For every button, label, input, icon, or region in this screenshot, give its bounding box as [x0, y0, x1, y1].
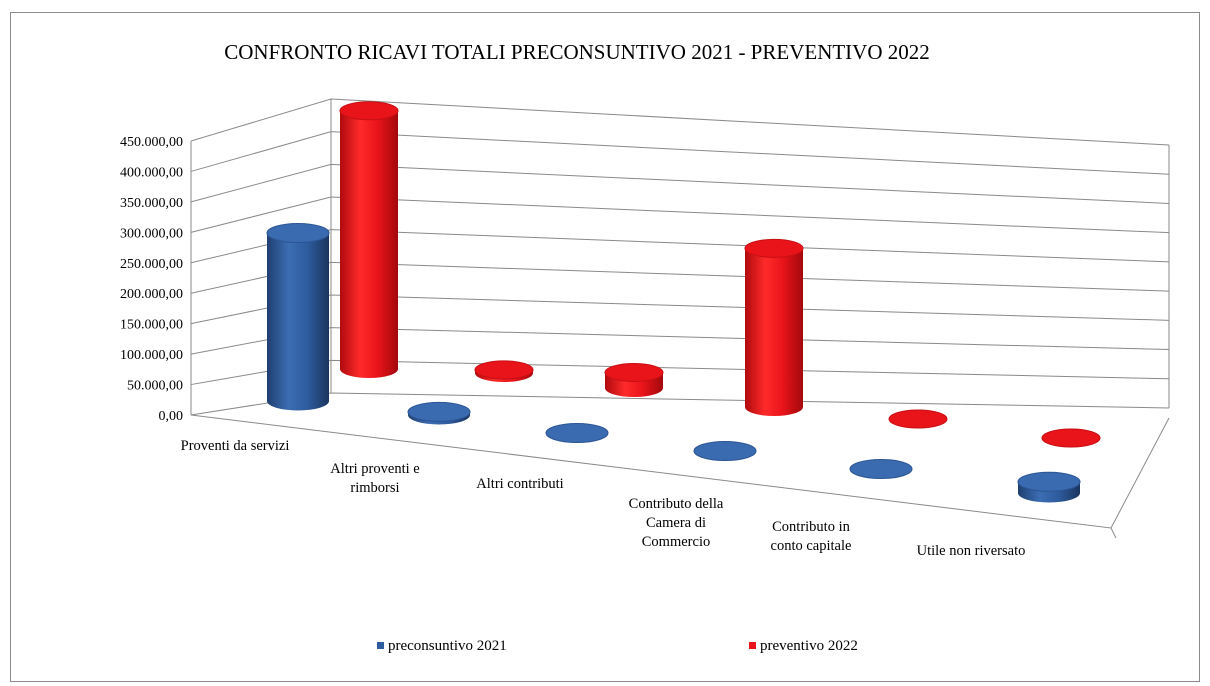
x-tick-label: Altri proventi e rimborsi: [330, 461, 419, 496]
gridline: [190, 294, 1170, 325]
bar-preventivo-2022-0: [339, 101, 399, 379]
bar-top: [604, 362, 664, 382]
y-tick-label: 300.000,00: [120, 226, 183, 241]
bar-top: [339, 101, 399, 121]
y-axis-ticks: 0,00 50.000,00 100.000,00 150.000,00 200.000…: [120, 135, 183, 424]
gridline: [190, 392, 1170, 416]
legend-label: preventivo 2022: [760, 638, 858, 654]
gridline: [190, 229, 1170, 264]
bar-preventivo-2022-4: [888, 409, 948, 429]
axes: [190, 99, 1170, 539]
bar-top: [266, 223, 330, 243]
y-tick-label: 400.000,00: [120, 165, 183, 180]
bar-body: [340, 110, 398, 379]
bar-disc: [693, 441, 757, 461]
bar-disc: [849, 459, 913, 479]
x-tick-label: Proventi da servizi: [181, 438, 290, 454]
bar-body: [745, 248, 803, 416]
bar-top: [1017, 471, 1081, 492]
y-tick-label: 250.000,00: [120, 257, 183, 272]
y-tick-label: 450.000,00: [120, 135, 183, 150]
y-tick-label: 50.000,00: [127, 379, 183, 394]
x-tick-label: Utile non riversato: [917, 543, 1026, 559]
x-axis-labels: Proventi da servizi Altri proventi e rimbo…: [181, 438, 1026, 559]
chart-title: CONFRONTO RICAVI TOTALI PRECONSUNTIVO 20…: [224, 40, 930, 64]
bar-preventivo-2022-1: [474, 360, 534, 382]
gridline: [190, 261, 1170, 294]
y-tick-label: 350.000,00: [120, 196, 183, 211]
gridline: [190, 327, 1170, 355]
bar-disc: [545, 423, 609, 443]
bar-preconsuntivo-2021-2: [545, 423, 609, 443]
y-tick-label: 150.000,00: [120, 318, 183, 333]
bars: [266, 101, 1101, 503]
bar-preventivo-2022-5: [1041, 428, 1101, 448]
y-tick-label: 0,00: [159, 409, 184, 424]
gridline: [190, 98, 1170, 146]
y-tick-label: 200.000,00: [120, 287, 183, 302]
gridline: [190, 196, 1170, 234]
x-tick-label: Altri contributi: [476, 476, 563, 492]
gridlines: [190, 98, 1170, 416]
bar-preconsuntivo-2021-0: [266, 223, 330, 411]
bar-top: [407, 401, 471, 422]
bar-disc: [1041, 428, 1101, 448]
bar-disc: [888, 409, 948, 429]
legend-swatch: [377, 642, 384, 649]
bar-preventivo-2022-2: [604, 362, 664, 397]
chart-frame: CONFRONTO RICAVI TOTALI PRECONSUNTIVO 20…: [10, 12, 1200, 682]
y-tick-label: 100.000,00: [120, 348, 183, 363]
bar-top: [474, 360, 534, 380]
bar-preventivo-2022-3: [744, 238, 804, 416]
gridline: [190, 131, 1170, 175]
x-tick-label: Contributo della Camera di Commercio: [629, 496, 724, 550]
legend-label: preconsuntivo 2021: [388, 638, 507, 654]
legend-swatch: [749, 642, 756, 649]
legend: preconsuntivo 2021 preventivo 2022: [377, 638, 858, 654]
bar-preconsuntivo-2021-1: [407, 401, 471, 425]
bar-preconsuntivo-2021-3: [693, 441, 757, 461]
bar-body: [267, 233, 329, 411]
bar-preconsuntivo-2021-5: [1017, 471, 1081, 503]
bar-preconsuntivo-2021-4: [849, 459, 913, 479]
floor-corner: [1110, 527, 1117, 539]
gridline: [190, 359, 1170, 386]
chart-svg: CONFRONTO RICAVI TOTALI PRECONSUNTIVO 20…: [120, 40, 1170, 654]
bar-top: [744, 238, 804, 258]
x-tick-label: Contributo in conto capitale: [771, 519, 852, 554]
